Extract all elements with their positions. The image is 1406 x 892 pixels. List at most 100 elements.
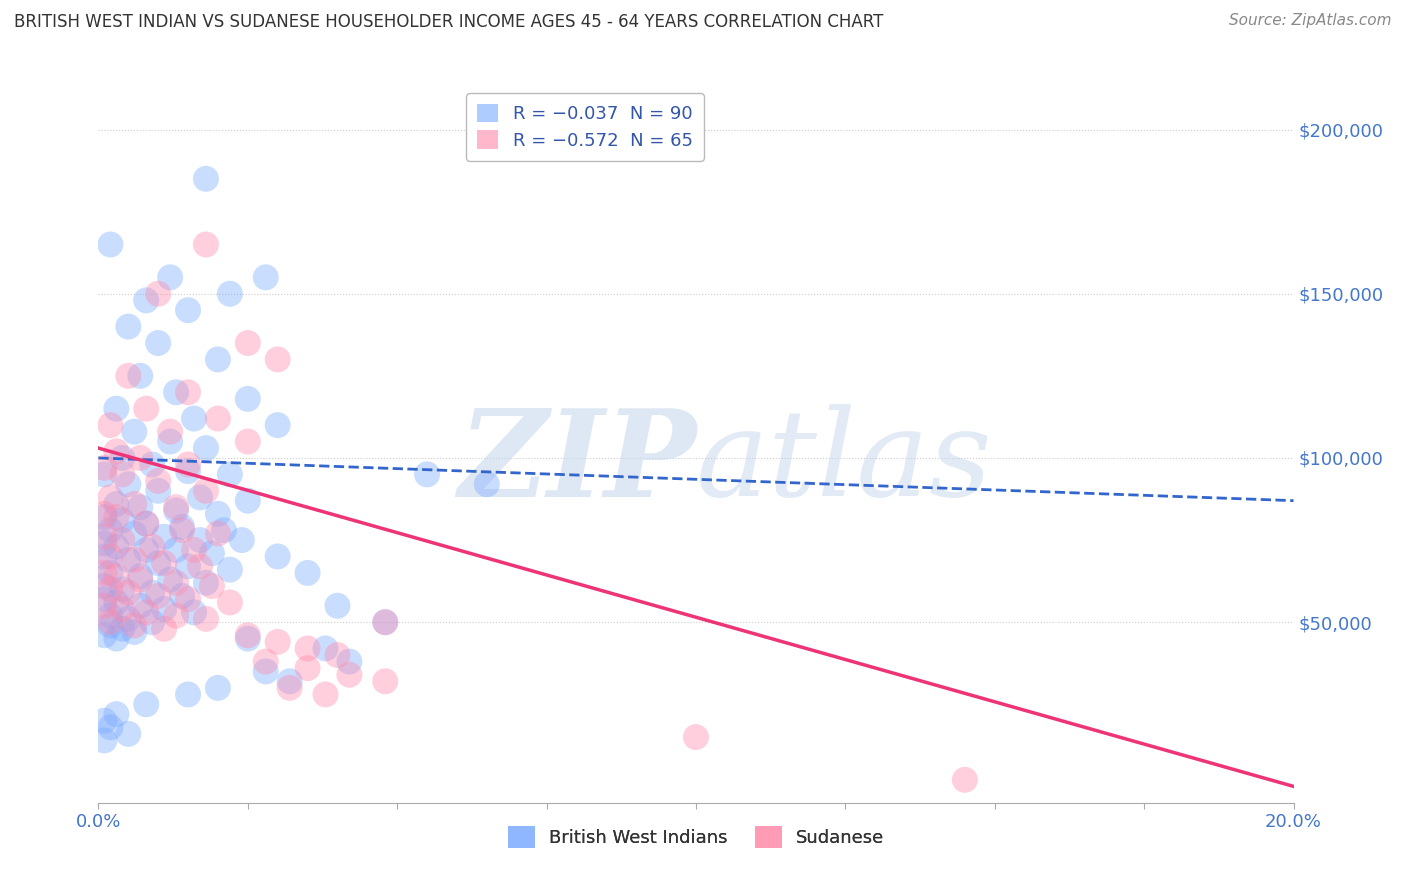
Point: [135, 605, 157, 619]
Point: [172, 589, 194, 603]
Point: [98, 418, 122, 433]
Point: [219, 286, 242, 301]
Point: [207, 411, 229, 425]
Point: [141, 458, 163, 472]
Point: [148, 474, 170, 488]
Point: [685, 730, 707, 744]
Point: [236, 628, 259, 642]
Point: [105, 497, 128, 511]
Point: [129, 500, 152, 515]
Point: [231, 533, 253, 547]
Point: [111, 622, 134, 636]
Legend: British West Indians, Sudanese: British West Indians, Sudanese: [501, 819, 891, 855]
Point: [98, 608, 122, 623]
Point: [159, 434, 181, 449]
Point: [219, 467, 242, 482]
Point: [98, 237, 122, 252]
Point: [183, 411, 205, 425]
Point: [93, 467, 115, 482]
Point: [159, 425, 181, 439]
Point: [93, 507, 115, 521]
Point: [177, 458, 200, 472]
Point: [297, 641, 319, 656]
Point: [153, 556, 176, 570]
Point: [254, 655, 277, 669]
Point: [267, 549, 290, 564]
Point: [188, 559, 211, 574]
Point: [105, 707, 128, 722]
Point: [111, 602, 134, 616]
Point: [148, 336, 170, 351]
Point: [93, 733, 115, 747]
Point: [148, 556, 170, 570]
Point: [105, 401, 128, 416]
Point: [236, 434, 259, 449]
Point: [141, 615, 163, 630]
Point: [374, 615, 396, 630]
Point: [195, 237, 218, 252]
Point: [135, 401, 157, 416]
Point: [93, 566, 115, 580]
Point: [141, 585, 163, 599]
Point: [117, 612, 139, 626]
Point: [165, 503, 187, 517]
Point: [159, 270, 181, 285]
Point: [219, 595, 242, 609]
Point: [159, 573, 181, 587]
Point: [201, 546, 224, 560]
Point: [117, 727, 139, 741]
Point: [172, 520, 194, 534]
Point: [105, 569, 128, 583]
Point: [117, 585, 139, 599]
Point: [93, 628, 115, 642]
Point: [93, 579, 115, 593]
Point: [124, 497, 146, 511]
Point: [105, 444, 128, 458]
Point: [183, 605, 205, 619]
Point: [111, 533, 134, 547]
Point: [117, 553, 139, 567]
Point: [153, 530, 176, 544]
Point: [129, 569, 152, 583]
Point: [315, 641, 337, 656]
Text: ZIP: ZIP: [458, 404, 696, 523]
Point: [207, 507, 229, 521]
Point: [135, 516, 157, 531]
Point: [339, 667, 361, 681]
Point: [124, 526, 146, 541]
Point: [98, 615, 122, 630]
Point: [315, 687, 337, 701]
Point: [177, 303, 200, 318]
Point: [254, 665, 277, 679]
Point: [98, 618, 122, 632]
Point: [117, 477, 139, 491]
Point: [105, 632, 128, 646]
Point: [135, 542, 157, 557]
Text: Source: ZipAtlas.com: Source: ZipAtlas.com: [1229, 13, 1392, 29]
Point: [124, 625, 146, 640]
Point: [124, 553, 146, 567]
Point: [98, 566, 122, 580]
Point: [177, 559, 200, 574]
Point: [111, 467, 134, 482]
Point: [129, 599, 152, 613]
Point: [148, 483, 170, 498]
Point: [93, 460, 115, 475]
Point: [165, 542, 187, 557]
Point: [475, 477, 498, 491]
Point: [236, 632, 259, 646]
Point: [129, 573, 152, 587]
Point: [165, 608, 187, 623]
Point: [267, 635, 290, 649]
Point: [93, 510, 115, 524]
Point: [93, 530, 115, 544]
Point: [254, 270, 277, 285]
Point: [183, 542, 205, 557]
Point: [195, 612, 218, 626]
Point: [177, 464, 200, 478]
Text: atlas: atlas: [696, 404, 993, 522]
Point: [201, 579, 224, 593]
Point: [98, 549, 122, 564]
Point: [278, 674, 301, 689]
Point: [98, 720, 122, 734]
